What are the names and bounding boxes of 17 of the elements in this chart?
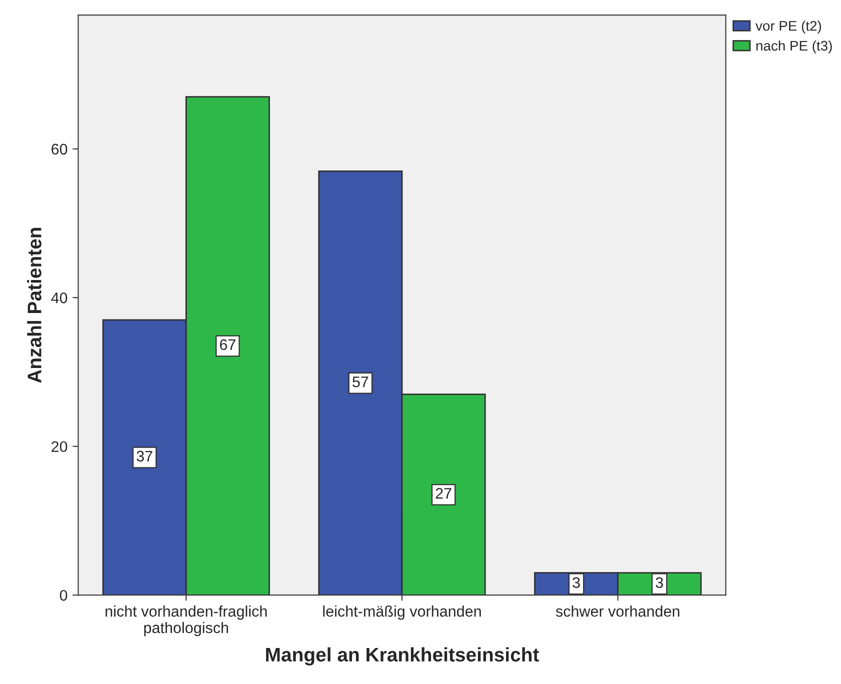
y-axis-title: Anzahl Patienten: [27, 228, 42, 383]
legend-label: nach PE (t3): [756, 40, 832, 54]
data-label: 37: [136, 450, 152, 462]
data-label: 67: [220, 339, 236, 350]
x-tick-label: nicht vorhanden-fraglich pathologisch: [106, 605, 267, 636]
x-tick-label: schwer vorhanden: [556, 605, 680, 617]
x-tick-label: leicht-mäßig vorhanden: [323, 605, 481, 620]
data-label: 3: [656, 577, 663, 588]
data-label: 27: [436, 488, 452, 499]
data-label: 57: [352, 376, 368, 388]
y-tick-label: 40: [51, 292, 68, 304]
legend-label: vor PE (t2): [756, 20, 822, 34]
y-tick-label: 20: [52, 441, 68, 452]
x-axis-title: Mangel an Krankheitseinsicht: [266, 647, 539, 666]
data-label: 3: [572, 577, 580, 588]
y-tick-label: 0: [60, 590, 68, 601]
y-tick-label: 60: [52, 144, 68, 155]
